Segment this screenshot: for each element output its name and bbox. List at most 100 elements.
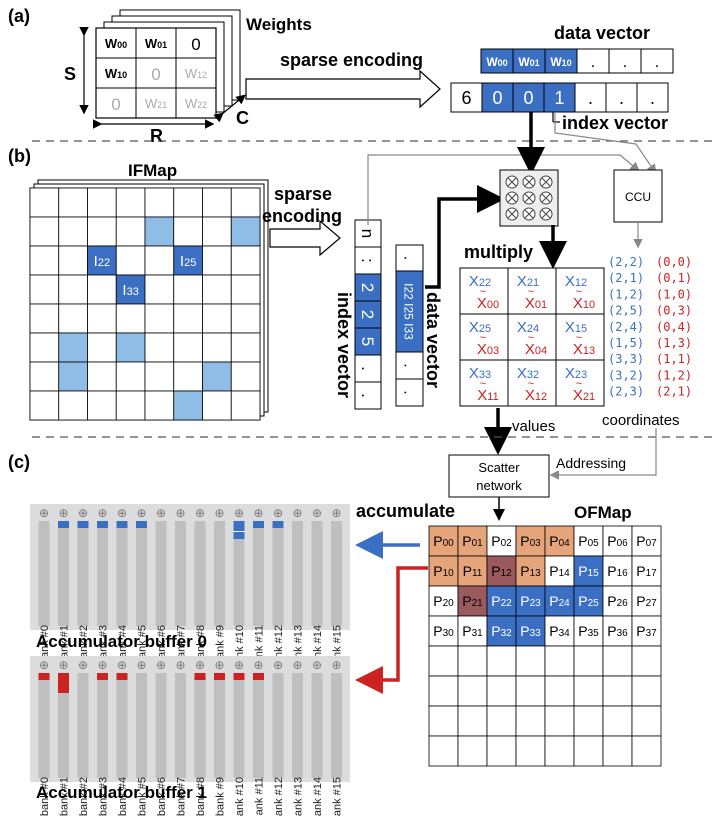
coordinates-label: coordinates xyxy=(602,412,680,429)
coord-ifmap: (1,2) xyxy=(608,287,644,301)
index-vector-value: 1 xyxy=(554,88,564,108)
ofmap-cell xyxy=(573,585,604,617)
ifmap-cell xyxy=(87,187,117,218)
bank-label: bank #11 xyxy=(254,777,266,816)
ifmap-cell xyxy=(115,187,146,218)
bank-fill xyxy=(194,673,206,778)
data-vector-label-b: data vector xyxy=(423,292,443,388)
ifmap-cell xyxy=(58,274,88,305)
ifmap-cell xyxy=(144,216,175,247)
ofmap-cell xyxy=(544,735,575,767)
product-w: X10 xyxy=(573,295,595,312)
bank-fill xyxy=(214,673,225,778)
dim-r-label: R xyxy=(150,126,163,146)
values-label: values xyxy=(512,418,555,435)
index-vector-cell xyxy=(450,82,483,113)
scatter-label-2: network xyxy=(476,478,522,493)
ifmap-value: I25 xyxy=(180,253,196,270)
weight-value: W21 xyxy=(145,96,167,111)
ofmap-cell xyxy=(602,645,633,677)
data-vector-b-value: . xyxy=(401,363,418,367)
ifmap-cell xyxy=(58,361,88,392)
tilde-icon: ~ xyxy=(576,378,582,390)
coord-ifmap: (2,5) xyxy=(608,304,644,318)
ifmap-cell xyxy=(87,216,117,247)
ofmap-value: P35 xyxy=(578,623,599,639)
product-w: X04 xyxy=(525,341,547,358)
bank-fill xyxy=(194,521,206,626)
panel-a-label: (a) xyxy=(8,6,30,26)
ifmap-cell xyxy=(202,245,232,276)
bank-fill xyxy=(331,673,342,778)
connector-index-to-ccu xyxy=(367,154,640,225)
ifmap-cell xyxy=(230,187,261,218)
bank-label: bank #14 xyxy=(312,777,324,816)
bank-label: bank #15 xyxy=(332,777,344,816)
bank-value xyxy=(97,521,108,528)
adder-icon: ⊕ xyxy=(195,506,205,520)
ofmap-cell xyxy=(428,615,459,647)
ifmap-cell xyxy=(87,245,117,276)
bank-fill xyxy=(253,521,264,626)
adder-icon: ⊕ xyxy=(136,658,146,672)
ofmap-cell xyxy=(428,645,459,677)
ofmap-cell xyxy=(602,735,633,767)
tilde-icon: ~ xyxy=(480,378,486,390)
bank-value xyxy=(272,521,284,528)
bank-fill xyxy=(97,521,108,626)
accumulator-buffer-1: ⊕ bank #0 ⊕ bank #1 ⊕ bank #2 ⊕ bank #3 ⊕ bank #4… xyxy=(30,656,350,816)
adder-icon: ⊕ xyxy=(39,506,49,520)
bank-label: bank #4 xyxy=(117,777,129,816)
coord-ofmap: (1,1) xyxy=(656,352,692,366)
adder-icon: ⊕ xyxy=(136,506,146,520)
product-x: X12 xyxy=(565,273,587,290)
ifmap-cell xyxy=(87,303,117,334)
index-vector-cell xyxy=(574,82,607,113)
data-vector-cell xyxy=(640,48,674,74)
multiply-label: multiply xyxy=(464,242,533,262)
weight-value: W01 xyxy=(145,36,167,51)
bank-fill xyxy=(58,673,69,778)
multiplier-array xyxy=(499,169,559,227)
addressing-arrow xyxy=(549,428,657,480)
data-vector-a: W00 W01 W10... xyxy=(480,48,674,74)
bank-fill xyxy=(292,673,303,778)
ofmap-cell xyxy=(515,675,546,707)
adder-icon: ⊕ xyxy=(97,506,107,520)
data-vector-b-cell xyxy=(395,378,424,407)
multiplier-cross xyxy=(541,209,551,219)
adder-icon: ⊕ xyxy=(39,658,49,672)
index-vector-b-cell xyxy=(354,246,382,275)
adder-icon: ⊕ xyxy=(312,658,322,672)
product-w: X01 xyxy=(525,295,547,312)
ofmap-cell xyxy=(573,555,604,587)
tilde-icon: ~ xyxy=(480,286,486,298)
ofmap-value: P11 xyxy=(463,563,483,579)
ofmap-value: P32 xyxy=(491,623,512,639)
bank-fill xyxy=(155,521,167,626)
product-cell xyxy=(507,359,557,407)
ifmap-cell xyxy=(202,361,232,392)
ifmap-cell xyxy=(87,390,117,421)
product-x: X33 xyxy=(469,365,491,382)
panel-c-label: (c) xyxy=(8,452,30,472)
bank-fill xyxy=(97,673,108,778)
ofmap-cell xyxy=(457,615,488,647)
ofmap-value: P01 xyxy=(462,533,483,549)
adder-icon: ⊕ xyxy=(214,658,224,672)
ofmap-cell xyxy=(631,645,662,677)
product-cell xyxy=(507,313,557,361)
ofmap-cell xyxy=(457,705,488,737)
ofmap-cell xyxy=(544,675,575,707)
adder-icon: ⊕ xyxy=(117,506,127,520)
ofmap-value: P21 xyxy=(462,593,483,609)
coord-ifmap: (2,3) xyxy=(608,385,644,399)
ofmap-value: P10 xyxy=(433,563,454,579)
ofmap-cell xyxy=(515,705,546,737)
adder-icon: ⊕ xyxy=(273,506,283,520)
ofmap-cell xyxy=(457,645,488,677)
ofmap-cell xyxy=(602,555,633,587)
ofmap-cell xyxy=(631,615,662,647)
weights-title: Weights xyxy=(246,15,312,34)
